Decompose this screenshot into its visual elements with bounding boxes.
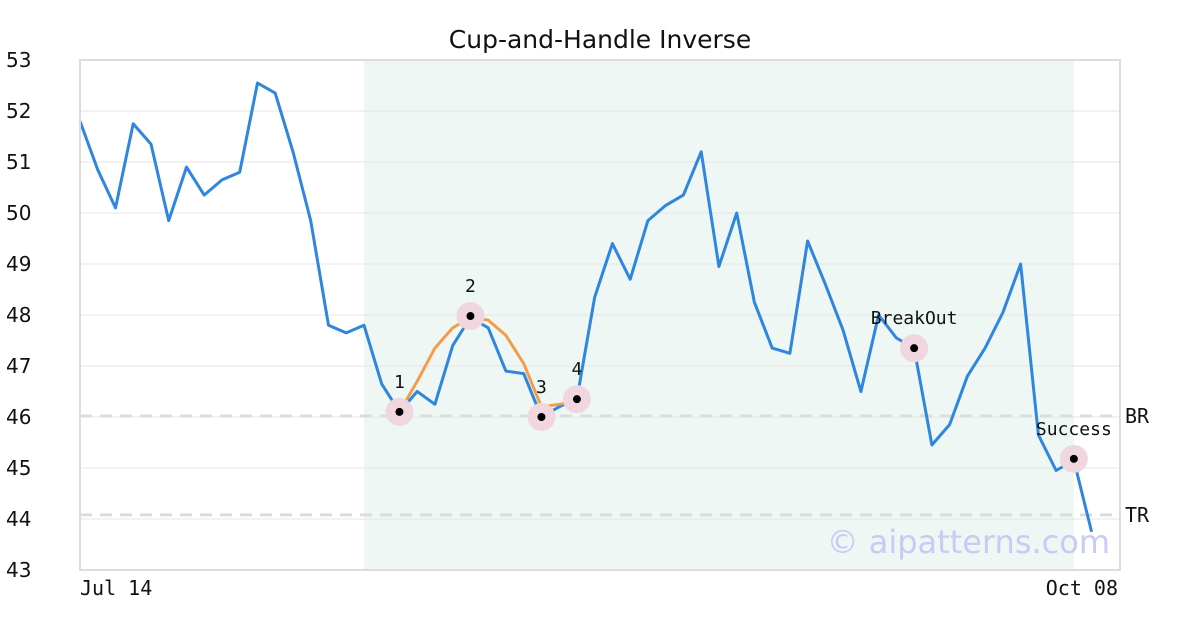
marker-dot (1069, 454, 1078, 463)
annotation-label: Success (1036, 419, 1112, 440)
y-tick-label: 49 (6, 252, 31, 276)
marker-dot (395, 407, 404, 416)
y-tick-label: 43 (6, 558, 31, 582)
y-tick-label: 45 (6, 456, 31, 480)
x-tick-label: Oct 08 (1046, 576, 1118, 600)
annotation-markers: 1 2 3 4 BreakOut Success (385, 276, 1112, 473)
level-label: TR (1125, 503, 1150, 527)
plot-border (79, 59, 1121, 571)
y-tick-label: 50 (6, 201, 31, 225)
y-tick-label: 47 (6, 354, 31, 378)
annotation-label: BreakOut (871, 308, 958, 329)
y-tick-label: 48 (6, 303, 31, 327)
marker-dot (466, 312, 475, 321)
marker-dot (537, 413, 546, 421)
plot-frame (79, 59, 1121, 571)
annotation-label: 1 (394, 372, 405, 393)
x-tick-label: Jul 14 (80, 576, 152, 600)
y-tick-label: 53 (6, 48, 31, 72)
price-series-line (78, 81, 1094, 533)
y-tick-label: 52 (6, 99, 31, 123)
annotation-label: 4 (572, 359, 583, 380)
annotation-label: 3 (536, 377, 547, 398)
marker-dot (572, 395, 581, 404)
annotation-label: 2 (465, 276, 476, 297)
chart-title: Cup-and-Handle Inverse (449, 25, 751, 54)
marker-dot (910, 344, 919, 353)
level-lines: BR TR (80, 404, 1150, 527)
level-label: BR (1125, 404, 1150, 428)
x-tick-labels: Jul 14 Oct 08 (80, 576, 1118, 600)
watermark: © aipatterns.com (827, 523, 1110, 561)
y-tick-label: 51 (6, 150, 31, 174)
y-tick-label: 44 (6, 507, 31, 531)
y-tick-labels: 43 44 45 46 47 48 49 50 51 52 53 (6, 48, 31, 582)
y-tick-label: 46 (6, 405, 31, 429)
